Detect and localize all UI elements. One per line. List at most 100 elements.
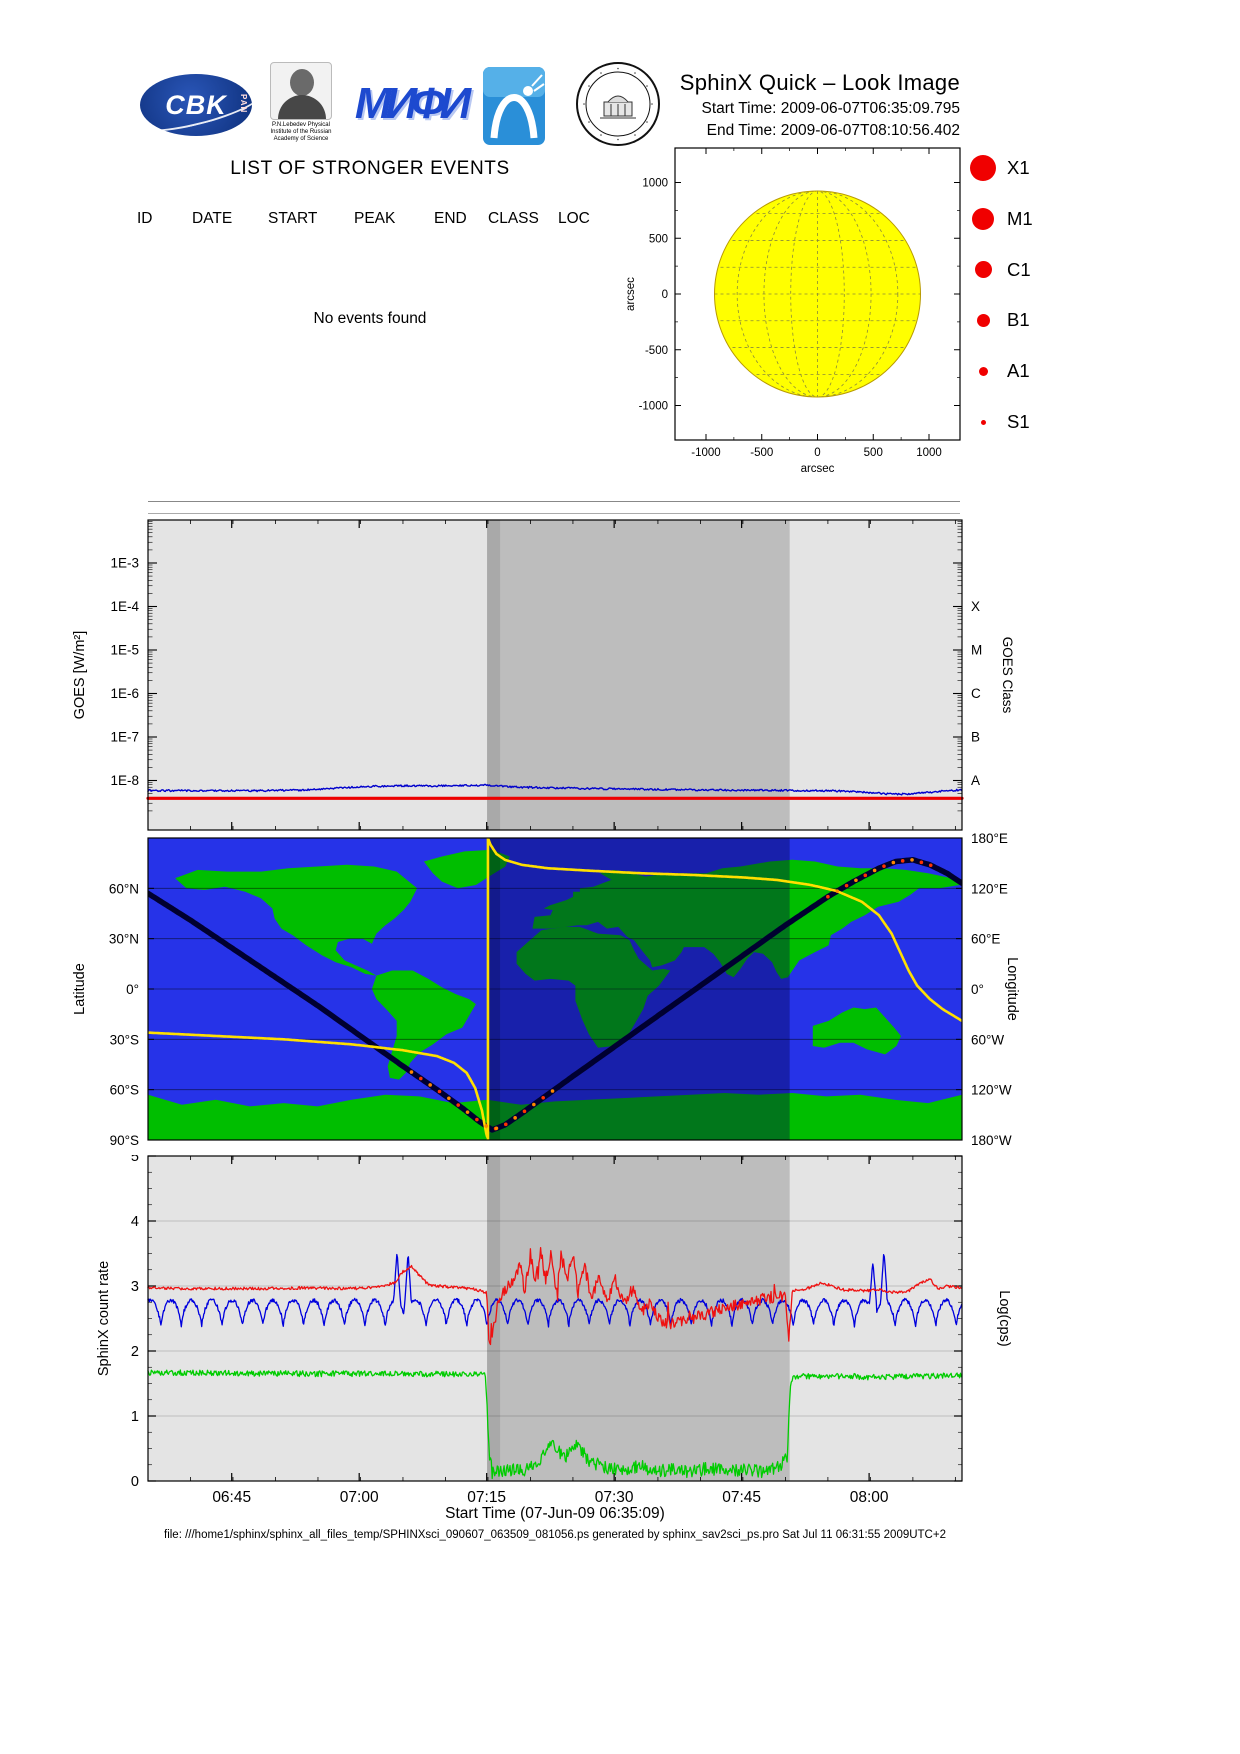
legend-cell [966, 366, 1000, 376]
continent [516, 926, 671, 1048]
track-dot [541, 1095, 545, 1100]
lat-tick-label: 90°S [110, 1133, 139, 1148]
lebedev-caption-line2: Institute of the Russian [270, 128, 332, 135]
sun-y-tick-label: 0 [662, 289, 668, 301]
track-dot [522, 1109, 527, 1114]
start-time: Start Time: 2009-06-07T06:35:09.795 [701, 100, 961, 117]
goes-y-tick-label: 1E-3 [110, 556, 139, 571]
track-dot [826, 894, 830, 899]
cbk-logo-text: CBK [165, 89, 227, 120]
legend-row-s1: S1 [966, 406, 1106, 438]
track-dot [437, 1089, 442, 1094]
lon-tick-label: 0° [971, 982, 984, 997]
legend-row-x1: X1 [966, 152, 1106, 184]
x-tick-label: 07:15 [467, 1489, 506, 1506]
sphinx-y-tick-label: 3 [131, 1279, 139, 1295]
flare-class-label: A1 [1007, 360, 1030, 382]
seal-text-ring [583, 67, 653, 141]
lebedev-caption-line3: Academy of Science [273, 135, 329, 142]
col-date: DATE [192, 210, 233, 227]
col-class: CLASS [488, 210, 539, 227]
map-border [147, 837, 963, 1141]
lon-tick-label: 180°E [971, 831, 1008, 846]
goes-y-tick-label: 1E-4 [110, 599, 139, 614]
goes-class-label: X [971, 599, 980, 614]
lebedev-caption: P.N.Lebedev Physical Institute of the Ru… [264, 122, 338, 143]
track-dot [891, 860, 896, 865]
seal-building-icon [600, 95, 636, 119]
eclipse-entry-strip [487, 520, 501, 830]
track-dot [863, 873, 868, 878]
portrait-torso [278, 95, 326, 119]
mephi-logo-text: МИФИ [354, 79, 471, 128]
flare-class-label: B1 [1007, 309, 1030, 331]
lat-tick-label: 60°N [109, 881, 139, 896]
map-ylabel: Latitude [72, 963, 88, 1015]
title-block: SphinX Quick – Look Image Start Time: 20… [620, 70, 960, 140]
file-footer: file: ///home1/sphinx/sphinx_all_files_t… [164, 1529, 946, 1541]
col-end: END [434, 210, 467, 227]
legend-cell [966, 155, 1000, 181]
legend-cell [966, 313, 1000, 327]
x-tick-label: 07:00 [340, 1489, 379, 1506]
goes-y-tick-label: 1E-6 [110, 686, 139, 701]
lat-tick-label: 60°S [110, 1083, 139, 1098]
track-dot [447, 1096, 451, 1101]
goes-y-tick-label: 1E-5 [110, 643, 139, 658]
lat-tick-label: 30°S [110, 1032, 139, 1047]
track-dot [919, 860, 924, 865]
map-ylabel-right: Longitude [1004, 957, 1020, 1021]
continent [532, 859, 960, 979]
separator-line [148, 501, 960, 502]
track-dot [456, 1103, 461, 1107]
sphinx-y-tick-label: 0 [131, 1474, 139, 1490]
legend-cell [966, 419, 1000, 425]
sun-x-tick-label: 0 [814, 447, 820, 459]
lon-tick-label: 120°W [971, 1083, 1012, 1098]
track-dot [428, 1083, 432, 1087]
goes-y-tick-label: 1E-7 [110, 730, 139, 745]
track-dot [503, 1122, 508, 1127]
goes-ylabel: GOES [W/m²] [72, 631, 88, 720]
longitude-trace [148, 1031, 489, 1138]
track-dot [513, 1116, 517, 1120]
x-tick-label: 07:45 [722, 1489, 761, 1506]
sphinx-ylabel-right: Log(cps) [996, 1290, 1012, 1346]
events-empty-message: No events found [313, 310, 427, 327]
portrait-head [290, 69, 314, 96]
arch-icon [490, 94, 538, 139]
flare-class-label: C1 [1007, 258, 1031, 280]
col-loc: LOC [558, 210, 590, 227]
track-dot [532, 1102, 536, 1107]
legend-row-a1: A1 [966, 355, 1106, 387]
lat-tick-label: 30°N [109, 932, 139, 947]
legend-row-m1: M1 [966, 203, 1106, 235]
track-dot [882, 864, 886, 868]
track-dot [475, 1117, 479, 1122]
lon-tick-label: 120°E [971, 881, 1008, 896]
track-dot [494, 1126, 499, 1131]
events-panel: LIST OF STRONGER EVENTS ID DATE START PE… [130, 158, 610, 328]
sun-y-tick-label: -500 [645, 345, 668, 357]
sun-y-tick-label: 500 [649, 233, 668, 245]
track-dot [550, 1089, 555, 1093]
eclipse-entry-strip [487, 838, 501, 1140]
lon-tick-label: 60°W [971, 1032, 1004, 1047]
track-dot [844, 883, 849, 888]
flare-class-label: X1 [1007, 157, 1030, 178]
track-dot [910, 858, 914, 862]
lon-tick-label: 180°W [971, 1133, 1012, 1148]
eclipse-band [487, 520, 790, 830]
lat-tick-label: 0° [126, 982, 139, 997]
page-title: SphinX Quick – Look Image [679, 70, 960, 95]
goes-class-label: C [971, 686, 981, 701]
sun-x-tick-label: 1000 [916, 447, 942, 459]
goes-short-trace [147, 783, 963, 796]
sphinx-plot-border [147, 1155, 963, 1482]
eclipse-entry-strip [487, 1156, 501, 1481]
flare-size-dot [970, 155, 996, 181]
sun-y-tick-label: 1000 [642, 178, 668, 190]
lebedev-caption-line1: P.N.Lebedev Physical [272, 122, 330, 128]
flare-size-dot [978, 366, 988, 376]
